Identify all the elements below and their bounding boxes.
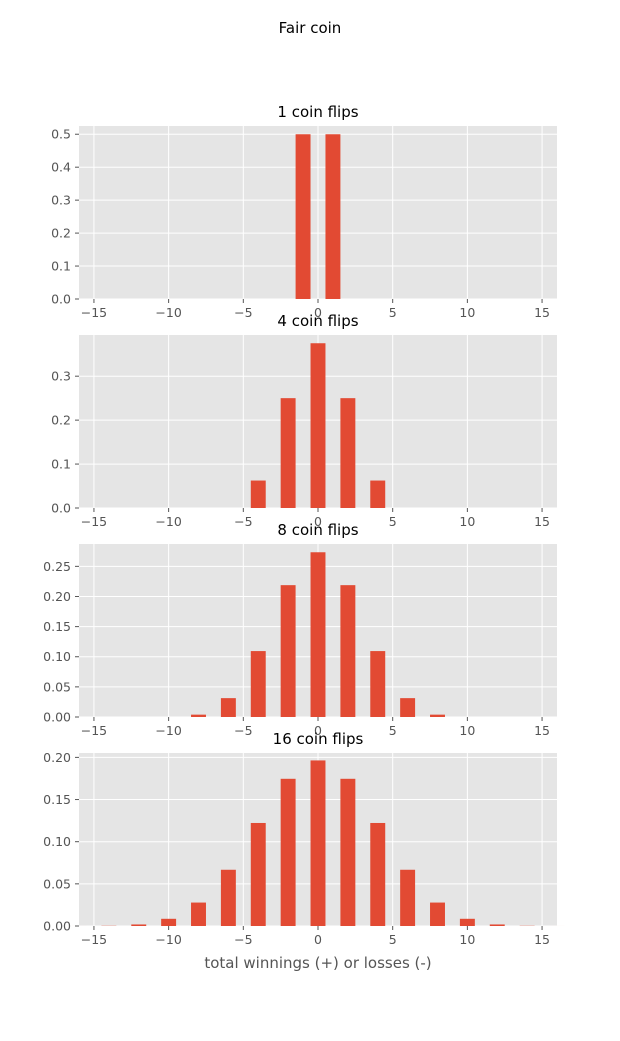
subplot-title: 1 coin flips <box>277 103 358 121</box>
x-tick-label: 10 <box>459 514 475 529</box>
x-tick-label: 0 <box>314 514 322 529</box>
bar <box>191 714 206 717</box>
subplot-title: 16 coin flips <box>273 730 364 748</box>
x-tick-label: −15 <box>81 932 107 947</box>
x-tick-label: 0 <box>314 305 322 320</box>
x-tick-label: −5 <box>234 305 252 320</box>
y-tick-label: 0.15 <box>43 619 71 634</box>
bar <box>250 651 266 717</box>
bar <box>430 714 445 717</box>
y-tick-label: 0.4 <box>51 160 71 175</box>
y-tick-label: 0.3 <box>51 193 71 208</box>
bar <box>250 480 266 508</box>
bar <box>430 902 445 926</box>
subplot-title: 4 coin flips <box>277 312 358 330</box>
bar <box>370 480 386 508</box>
bar <box>191 902 206 926</box>
x-tick-label: −15 <box>81 305 107 320</box>
bar <box>310 343 326 508</box>
x-tick-label: 15 <box>534 932 550 947</box>
x-tick-label: −15 <box>81 723 107 738</box>
bar <box>161 918 177 926</box>
x-tick-label: 5 <box>389 932 397 947</box>
y-tick-label: 0.1 <box>51 457 71 472</box>
x-tick-label: −10 <box>155 305 181 320</box>
bar <box>370 651 386 717</box>
bar <box>340 778 356 926</box>
y-tick-label: 0.10 <box>43 649 71 664</box>
bar <box>370 822 386 926</box>
x-tick-label: 15 <box>534 723 550 738</box>
x-tick-label: −10 <box>155 932 181 947</box>
bar <box>340 398 356 508</box>
y-tick-label: 0.25 <box>43 559 71 574</box>
x-axis-label: total winnings (+) or losses (-) <box>204 954 431 972</box>
x-tick-label: 5 <box>389 514 397 529</box>
bar <box>280 778 296 926</box>
y-tick-label: 0.20 <box>43 750 71 765</box>
y-tick-label: 0.3 <box>51 369 71 384</box>
y-tick-label: 0.2 <box>51 226 71 241</box>
x-tick-label: 10 <box>459 305 475 320</box>
bar <box>220 698 236 717</box>
bar <box>280 585 296 717</box>
bar <box>131 924 147 926</box>
y-tick-label: 0.5 <box>51 127 71 142</box>
x-tick-label: 5 <box>389 305 397 320</box>
x-tick-label: 5 <box>389 723 397 738</box>
x-tick-label: 10 <box>459 723 475 738</box>
bar <box>295 134 311 299</box>
subplot-8-coin-flips: 8 coin flips −15 −10 −5 0 5 10 15 0.00 0.05 0.10 0… <box>43 521 557 738</box>
y-tick-label: 0.00 <box>43 919 71 934</box>
bar <box>400 869 416 926</box>
bar <box>310 552 326 717</box>
bar <box>220 869 236 926</box>
bar <box>340 585 356 717</box>
subplot-16-coin-flips: 16 coin flips −15 −10 −5 0 5 10 15 0.00 0.05 0.10… <box>43 730 565 947</box>
x-tick-label: −15 <box>81 514 107 529</box>
x-tick-label: −5 <box>234 723 252 738</box>
y-tick-label: 0.15 <box>43 792 71 807</box>
bar <box>400 698 416 717</box>
bar <box>459 918 475 926</box>
bar <box>489 924 505 926</box>
y-tick-label: 0.05 <box>43 679 71 694</box>
x-tick-label: 10 <box>459 932 475 947</box>
y-tick-label: 0.2 <box>51 413 71 428</box>
bar <box>250 822 266 926</box>
y-tick-label: 0.0 <box>51 501 71 516</box>
x-tick-label: −5 <box>234 514 252 529</box>
subplot-title: 8 coin flips <box>277 521 358 539</box>
x-tick-label: 0 <box>314 932 322 947</box>
x-tick-label: 15 <box>534 514 550 529</box>
bar <box>325 134 341 299</box>
x-tick-label: −5 <box>234 932 252 947</box>
subplot-4-coin-flips: 4 coin flips −15 −10 −5 0 5 10 15 0.0 0.1 0.2 0.3 <box>51 312 557 529</box>
y-tick-label: 0.05 <box>43 876 71 891</box>
y-tick-label: 0.1 <box>51 259 71 274</box>
x-tick-label: −10 <box>155 514 181 529</box>
bar <box>280 398 296 508</box>
x-tick-label: 15 <box>534 305 550 320</box>
x-tick-label: 0 <box>314 723 322 738</box>
figure-title: Fair coin <box>279 19 342 37</box>
y-tick-label: 0.20 <box>43 589 71 604</box>
subplot-1-coin-flips: 1 coin flips −15 −10 −5 0 5 10 15 0.0 0.1 0.2 0.3 0… <box>51 103 557 320</box>
y-tick-label: 0.00 <box>43 710 71 725</box>
bar <box>310 760 326 926</box>
y-tick-label: 0.10 <box>43 834 71 849</box>
x-tick-label: −10 <box>155 723 181 738</box>
y-tick-label: 0.0 <box>51 292 71 307</box>
